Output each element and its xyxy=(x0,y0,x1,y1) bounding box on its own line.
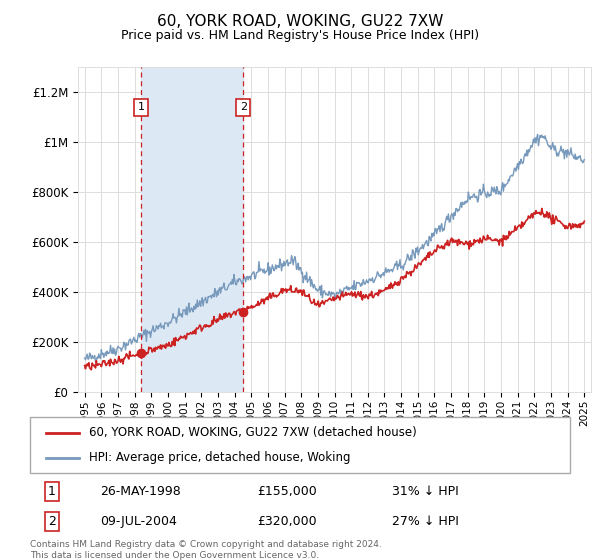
Text: £320,000: £320,000 xyxy=(257,515,316,528)
Text: HPI: Average price, detached house, Woking: HPI: Average price, detached house, Woki… xyxy=(89,451,351,464)
Text: 27% ↓ HPI: 27% ↓ HPI xyxy=(392,515,458,528)
Text: 26-MAY-1998: 26-MAY-1998 xyxy=(100,485,181,498)
Text: 09-JUL-2004: 09-JUL-2004 xyxy=(100,515,177,528)
Text: 2: 2 xyxy=(47,515,56,528)
Text: 60, YORK ROAD, WOKING, GU22 7XW: 60, YORK ROAD, WOKING, GU22 7XW xyxy=(157,14,443,29)
Text: 31% ↓ HPI: 31% ↓ HPI xyxy=(392,485,458,498)
Text: 1: 1 xyxy=(47,485,56,498)
Text: 60, YORK ROAD, WOKING, GU22 7XW (detached house): 60, YORK ROAD, WOKING, GU22 7XW (detache… xyxy=(89,426,417,440)
Text: 1: 1 xyxy=(137,102,145,112)
Text: Contains HM Land Registry data © Crown copyright and database right 2024.
This d: Contains HM Land Registry data © Crown c… xyxy=(30,540,382,560)
FancyBboxPatch shape xyxy=(30,417,570,473)
Text: Price paid vs. HM Land Registry's House Price Index (HPI): Price paid vs. HM Land Registry's House … xyxy=(121,29,479,42)
Bar xyxy=(141,67,243,392)
Text: £155,000: £155,000 xyxy=(257,485,317,498)
Text: 2: 2 xyxy=(239,102,247,112)
